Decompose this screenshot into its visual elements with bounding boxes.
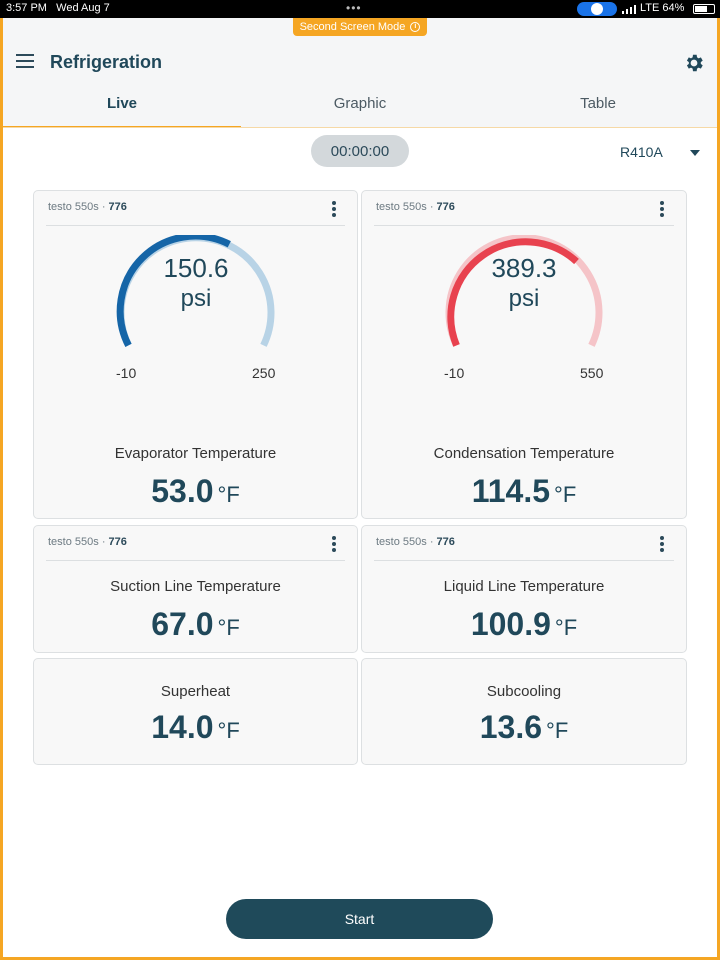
hamburger-menu-icon[interactable] — [16, 54, 36, 70]
app-bar: Refrigeration — [3, 18, 717, 128]
gauge-fill — [116, 235, 231, 347]
gauge-value: 389.3 — [491, 253, 557, 283]
metric-label: Evaporator Temperature — [114, 445, 277, 462]
signal-icon — [622, 4, 636, 14]
navigation-pill-icon — [577, 2, 617, 16]
device-label: testo 550s · 776 — [48, 536, 127, 548]
gauge-unit: psi — [180, 285, 212, 312]
metric-label: Subcooling — [486, 683, 562, 700]
gauge-fill — [447, 238, 579, 347]
refrigerant-select[interactable]: R410A — [612, 138, 706, 166]
tab-live[interactable]: Live — [3, 78, 241, 128]
gauge-max: 250 — [252, 365, 276, 381]
evaporator-card: testo 550s · 776 150.6 psi -10 250 Evapo… — [33, 190, 358, 519]
tab-table[interactable]: Table — [580, 94, 616, 112]
gauge-unit: psi — [508, 285, 540, 312]
banner-label: Second Screen Mode — [299, 21, 406, 33]
page-title: Refrigeration — [50, 52, 163, 72]
status-time: 3:57 PM Wed Aug 7 — [6, 2, 110, 14]
gauge-min: -10 — [444, 365, 465, 381]
view-tabs: Live Graphic Table — [3, 78, 717, 128]
metric-label: Suction Line Temperature — [110, 578, 281, 595]
gauge-value: 150.6 — [163, 253, 229, 283]
device-label: testo 550s · 776 — [48, 201, 127, 213]
metric-value: 13.6 °F — [479, 709, 569, 745]
subcooling-card: Subcooling 13.6 °F — [361, 658, 687, 765]
liquid-line-card: testo 550s · 776 Liquid Line Temperature… — [361, 525, 687, 653]
pressure-gauge — [116, 235, 275, 347]
metric-label: Condensation Temperature — [433, 445, 615, 462]
metric-value: 53.0 °F — [151, 473, 240, 509]
card-divider — [374, 225, 674, 226]
more-options-icon[interactable] — [330, 201, 338, 217]
card-divider — [46, 560, 345, 561]
tabs-divider — [3, 127, 717, 128]
device-label: testo 550s · 776 — [376, 201, 455, 213]
metric-value: 114.5 °F — [471, 473, 577, 509]
multitask-dots-icon[interactable]: ••• — [346, 1, 362, 15]
more-options-icon[interactable] — [658, 536, 666, 552]
metric-label: Liquid Line Temperature — [443, 578, 605, 595]
timer-display: 00:00:00 — [311, 135, 409, 167]
metric-value: 14.0 °F — [151, 709, 240, 745]
metric-label: Superheat — [160, 683, 231, 700]
metric-value: 100.9 °F — [470, 606, 578, 642]
device-label: testo 550s · 776 — [376, 536, 455, 548]
status-bar: 3:57 PM Wed Aug 7 ••• LTE 64% — [0, 0, 720, 18]
pressure-gauge — [445, 235, 603, 347]
superheat-card: Superheat 14.0 °F — [33, 658, 358, 765]
refrigerant-value: R410A — [620, 144, 663, 160]
card-divider — [374, 560, 674, 561]
gauge-max: 550 — [580, 365, 604, 381]
tab-graphic[interactable]: Graphic — [333, 94, 387, 112]
start-button[interactable]: Start — [226, 899, 493, 939]
more-options-icon[interactable] — [658, 201, 666, 217]
more-options-icon[interactable] — [330, 536, 338, 552]
metric-value: 67.0 °F — [151, 606, 240, 642]
info-icon[interactable]: i — [410, 22, 421, 32]
gear-icon[interactable] — [683, 52, 705, 74]
chevron-down-icon — [690, 150, 700, 156]
network-status: LTE 64% — [640, 2, 685, 14]
card-divider — [46, 225, 345, 226]
suction-line-card: testo 550s · 776 Suction Line Temperatur… — [33, 525, 358, 653]
second-screen-mode-banner[interactable]: Second Screen Mode i — [293, 18, 427, 36]
battery-icon — [693, 4, 715, 14]
condensation-card: testo 550s · 776 389.3 psi -10 550 Conde… — [361, 190, 687, 519]
gauge-min: -10 — [116, 365, 137, 381]
